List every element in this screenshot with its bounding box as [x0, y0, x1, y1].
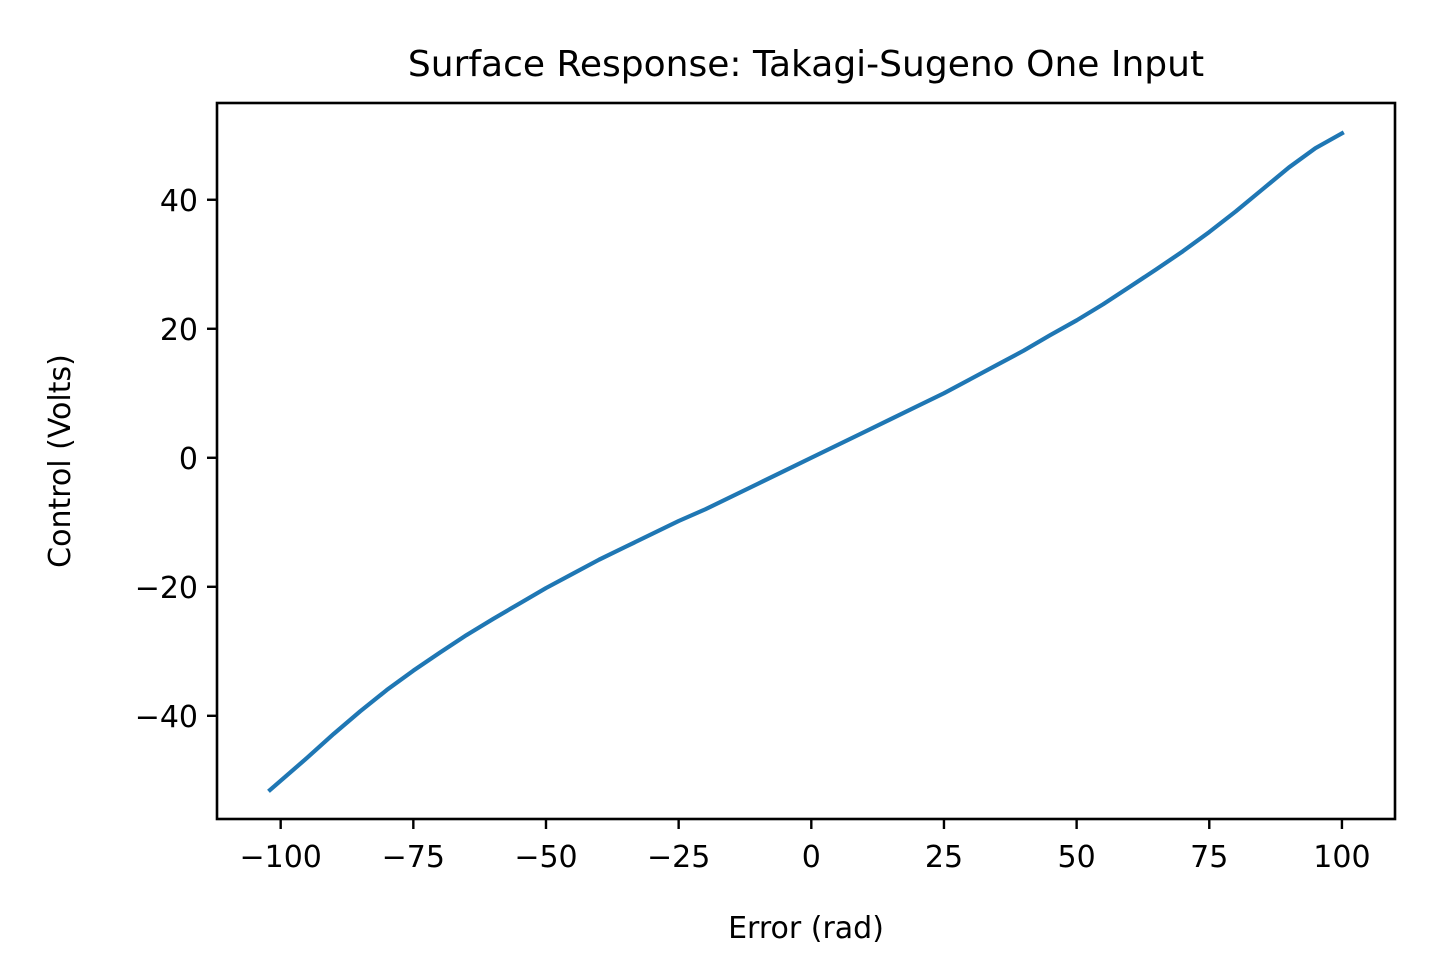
x-tick-label: −50	[514, 840, 577, 875]
x-tick-label: −100	[239, 840, 321, 875]
series-line-0	[267, 130, 1345, 793]
x-tick-label: 25	[925, 840, 963, 875]
x-tick-label: 100	[1313, 840, 1370, 875]
y-tick-label: 40	[160, 184, 198, 219]
y-tick-label: 20	[160, 313, 198, 348]
x-tick-label: −25	[647, 840, 710, 875]
y-tick-label: −40	[135, 700, 198, 735]
chart-title: Surface Response: Takagi-Sugeno One Inpu…	[408, 44, 1204, 85]
axes-frame	[215, 101, 1397, 821]
x-tick-label: 50	[1058, 840, 1096, 875]
y-tick-label: 0	[179, 442, 198, 477]
plot-area: −100 −75 −50 −25 0 25 50 75 100 −40 −20 0 20 40	[135, 101, 1397, 875]
x-tick-label: 0	[802, 840, 821, 875]
y-tick-label: −20	[135, 571, 198, 606]
y-axis-label: Control (Volts)	[43, 354, 78, 568]
x-axis-label: Error (rad)	[728, 911, 884, 946]
x-tick-label: −75	[382, 840, 445, 875]
x-tick-label: 75	[1190, 840, 1228, 875]
